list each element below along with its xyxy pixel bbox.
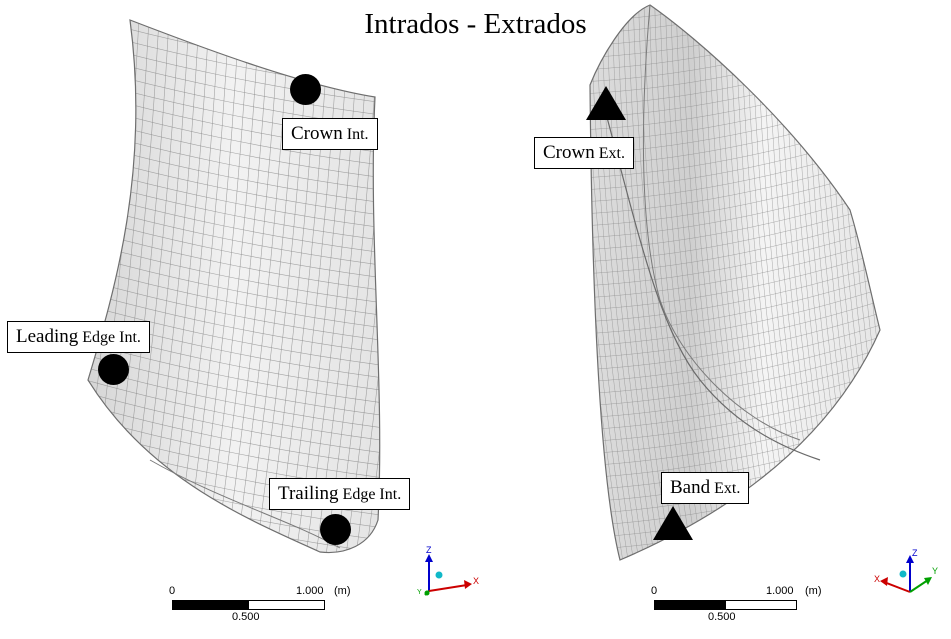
scale-right-empty-segment bbox=[725, 600, 797, 610]
scale-left-mid: 0.500 bbox=[232, 611, 260, 623]
axis-triad-left-icon bbox=[424, 554, 472, 596]
label-crown-ext: Crown Ext. bbox=[534, 137, 634, 169]
label-crown-int: Crown Int. bbox=[282, 118, 378, 150]
intrados-blade bbox=[87, 19, 381, 554]
axis-triad-right-icon bbox=[880, 555, 932, 593]
scale-right-unit: (m) bbox=[805, 585, 822, 597]
trailing-int-circle-marker bbox=[320, 514, 351, 545]
axis-triad-right: Z X Y bbox=[872, 548, 942, 600]
extrados-crease bbox=[642, 4, 801, 441]
scale-right-filled-segment bbox=[654, 600, 727, 610]
scale-right-zero: 0 bbox=[651, 585, 658, 597]
axis-triad-left: Z X Y bbox=[415, 545, 485, 600]
label-band-ext: Band Ext. bbox=[661, 472, 750, 504]
figure-title: Intrados - Extrados bbox=[364, 8, 587, 40]
scale-left-unit: (m) bbox=[334, 585, 351, 597]
scale-left-max: 1.000 bbox=[296, 585, 324, 597]
scale-left-filled-segment bbox=[172, 600, 250, 610]
axis-left-x-label: X bbox=[473, 576, 480, 586]
label-trailing-edge-int: Trailing Edge Int. bbox=[269, 478, 411, 510]
crown-int-circle-marker bbox=[290, 74, 321, 105]
axis-right-z-label: Z bbox=[912, 548, 918, 558]
intrados-band-edge bbox=[149, 459, 341, 549]
axis-left-z-label: Z bbox=[426, 545, 432, 555]
band-ext-triangle-marker bbox=[653, 506, 693, 540]
extrados-ridge bbox=[604, 109, 821, 461]
axis-left-y-label: Y bbox=[417, 589, 422, 596]
scale-right-max: 1.000 bbox=[766, 585, 794, 597]
scale-right-mid: 0.500 bbox=[708, 611, 736, 623]
leading-int-circle-marker bbox=[98, 354, 129, 385]
label-leading-edge-int: Leading Edge Int. bbox=[7, 321, 150, 353]
axis-right-x-label: X bbox=[874, 574, 881, 584]
crown-ext-triangle-marker bbox=[586, 86, 626, 120]
scale-left-empty-segment bbox=[248, 600, 325, 610]
axis-right-y-label: Y bbox=[932, 566, 939, 576]
scale-left-zero: 0 bbox=[169, 585, 176, 597]
